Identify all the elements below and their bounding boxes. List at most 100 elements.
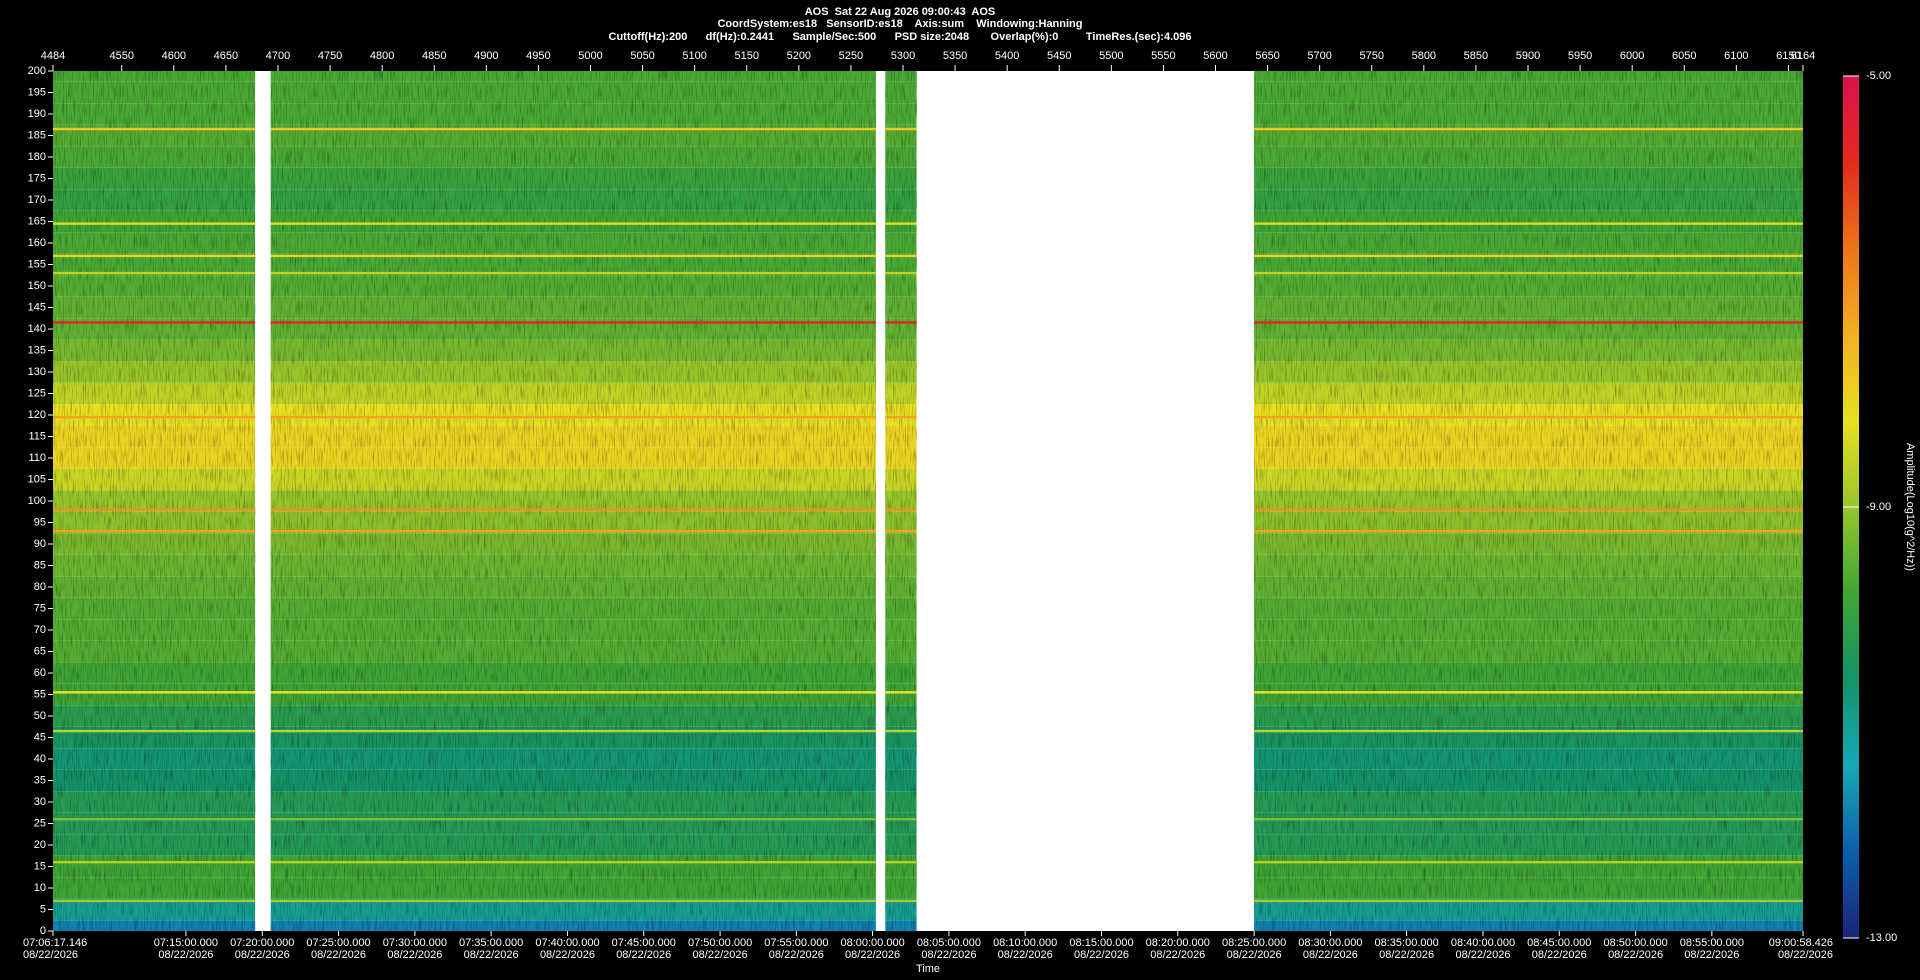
y-tick-label: 180 xyxy=(28,151,46,163)
chart-title: AOS Sat 22 Aug 2026 09:00:43 AOS xyxy=(805,6,996,18)
x2-tick-label: 07:40:00.000 xyxy=(535,937,599,949)
x-tick-label: 5200 xyxy=(787,50,811,62)
spectral-line xyxy=(53,899,256,903)
x2-tick-date: 08/22/2026 xyxy=(311,949,366,961)
y-tick-label: 130 xyxy=(28,366,46,378)
y-tick-label: 10 xyxy=(34,882,46,894)
spectral-line xyxy=(270,127,876,131)
x2-tick-label: 08:45:00.000 xyxy=(1527,937,1591,949)
y-tick-label: 155 xyxy=(28,258,46,270)
spectral-line xyxy=(1254,899,1803,903)
x2-tick-label: 07:20:00.000 xyxy=(230,937,294,949)
y-tick-label: 5 xyxy=(40,903,46,915)
y-tick-label: 15 xyxy=(34,860,46,872)
x2-tick-date: 08/22/2026 xyxy=(1150,949,1205,961)
x2-tick-date: 08/22/2026 xyxy=(1227,949,1282,961)
spectral-line xyxy=(885,127,917,131)
y-tick-label: 20 xyxy=(34,839,46,851)
x2-tick-date: 08/22/2026 xyxy=(1532,949,1587,961)
spectral-line xyxy=(1254,529,1803,533)
x-tick-label: 5100 xyxy=(682,50,706,62)
spectral-line xyxy=(885,222,917,225)
x-tick-label: 4850 xyxy=(422,50,446,62)
y-tick-label: 75 xyxy=(34,602,46,614)
x2-tick-date: 08/22/2026 xyxy=(464,949,519,961)
spectral-line xyxy=(53,861,256,864)
y-tick-label: 140 xyxy=(28,323,46,335)
x2-tick-date: 08/22/2026 xyxy=(158,949,213,961)
x-tick-label: 5050 xyxy=(630,50,654,62)
x2-tick-label: 08:50:00.000 xyxy=(1603,937,1667,949)
x2-tick-date: 08/22/2026 xyxy=(616,949,671,961)
spectral-line xyxy=(885,271,917,275)
x-tick-label: 6000 xyxy=(1620,50,1644,62)
x2-tick-label: 08:10:00.000 xyxy=(993,937,1057,949)
y-tick-label: 145 xyxy=(28,301,46,313)
spectral-line xyxy=(885,861,917,864)
y-tick-label: 0 xyxy=(40,925,46,937)
y-tick-label: 95 xyxy=(34,516,46,528)
x-tick-label: 5900 xyxy=(1516,50,1540,62)
spectral-line xyxy=(885,529,917,533)
y-tick-label: 120 xyxy=(28,409,46,421)
y-tick-label: 170 xyxy=(28,194,46,206)
chart-subtitle: CoordSystem:es18 SensorID:es18 Axis:sum … xyxy=(717,18,1082,30)
x2-tick-label: 08:30:00.000 xyxy=(1298,937,1362,949)
colorbar-tick-label: -13.00 xyxy=(1866,932,1897,944)
spectral-line xyxy=(53,254,256,258)
spectral-line xyxy=(1254,691,1803,694)
y-tick-label: 185 xyxy=(28,129,46,141)
spectral-line xyxy=(1254,415,1803,419)
x2-tick-label: 07:30:00.000 xyxy=(383,937,447,949)
texture xyxy=(885,71,917,931)
spectral-line xyxy=(885,321,917,324)
y-tick-label: 200 xyxy=(28,65,46,77)
x2-tick-label: 08:40:00.000 xyxy=(1451,937,1515,949)
x-tick-label: 5300 xyxy=(891,50,915,62)
x2-tick-label: 07:06:17.146 xyxy=(23,937,87,949)
y-tick-label: 195 xyxy=(28,86,46,98)
texture xyxy=(53,71,256,931)
spectral-line xyxy=(270,899,876,903)
colorbar-tick-label: -5.00 xyxy=(1866,70,1891,82)
x2-tick-date: 08/22/2026 xyxy=(1608,949,1663,961)
y-tick-label: 150 xyxy=(28,280,46,292)
spectral-line xyxy=(885,508,917,511)
x2-tick-label: 07:45:00.000 xyxy=(612,937,676,949)
y-tick-label: 85 xyxy=(34,559,46,571)
y-tick-label: 35 xyxy=(34,774,46,786)
x-tick-label: 5650 xyxy=(1255,50,1279,62)
x-tick-label: 5850 xyxy=(1464,50,1488,62)
x-tick-label: 5700 xyxy=(1307,50,1331,62)
x2-tick-label: 07:35:00.000 xyxy=(459,937,523,949)
spectral-line xyxy=(270,861,876,864)
y-tick-label: 25 xyxy=(34,817,46,829)
x2-tick-date: 08/22/2026 xyxy=(998,949,1053,961)
spectral-line xyxy=(53,529,256,533)
x-tick-label: 5150 xyxy=(735,50,759,62)
spectral-line xyxy=(270,415,876,419)
y-tick-label: 30 xyxy=(34,796,46,808)
x2-tick-label: 08:15:00.000 xyxy=(1069,937,1133,949)
y-tick-label: 55 xyxy=(34,688,46,700)
spectral-line xyxy=(1254,254,1803,258)
spectral-line xyxy=(885,691,917,694)
x-tick-label: 6164 xyxy=(1791,50,1815,62)
texture xyxy=(1254,71,1803,931)
x2-tick-date: 08/22/2026 xyxy=(1303,949,1358,961)
colorbar-tick-label: -9.00 xyxy=(1866,501,1891,513)
spectral-line xyxy=(270,529,876,533)
spectral-line xyxy=(270,818,876,821)
x-tick-label: 5600 xyxy=(1203,50,1227,62)
spectral-line xyxy=(885,729,917,733)
x2-tick-label: 08:35:00.000 xyxy=(1375,937,1439,949)
x-tick-label: 5450 xyxy=(1047,50,1071,62)
x-tick-label: 5550 xyxy=(1151,50,1175,62)
spectral-line xyxy=(270,271,876,275)
x2-tick-date: 08/22/2026 xyxy=(1455,949,1510,961)
x2-tick-label: 08:25:00.000 xyxy=(1222,937,1286,949)
y-tick-label: 135 xyxy=(28,344,46,356)
spectral-line xyxy=(270,321,876,324)
x2-tick-date: 08/22/2026 xyxy=(235,949,290,961)
x2-tick-date: 08/22/2026 xyxy=(387,949,442,961)
